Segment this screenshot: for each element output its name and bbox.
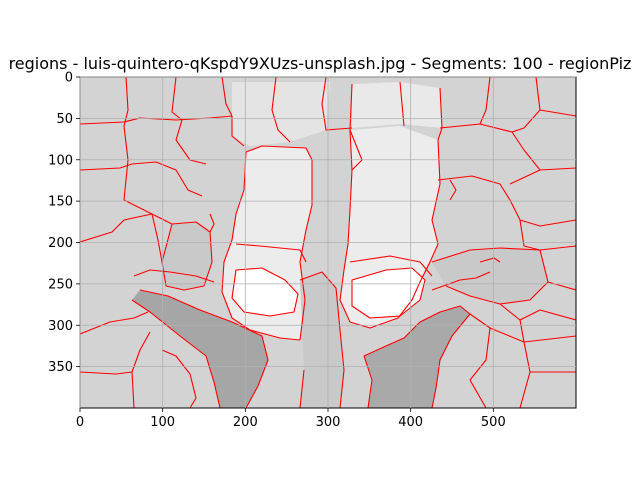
y-tick-label: 150 [48, 195, 73, 210]
x-tick-label: 0 [76, 415, 84, 430]
chart-title: regions - luis-quintero-qKspdY9XUzs-unsp… [9, 54, 632, 73]
x-axis: 0 100 200 300 400 500 [76, 408, 506, 430]
dark-region-left-arm [132, 290, 268, 408]
x-tick-label: 100 [150, 415, 175, 430]
x-tick-label: 300 [316, 415, 341, 430]
dark-region-right-arm [364, 306, 470, 408]
x-tick-label: 400 [398, 415, 423, 430]
mid-region-right-lobe [432, 248, 548, 304]
light-region-upper-right [352, 82, 442, 128]
region-boundaries [80, 77, 576, 408]
light-region-upper-center [232, 82, 330, 146]
y-tick-label: 250 [48, 277, 73, 292]
white-region-left [232, 268, 298, 316]
mid-region-center-stem [300, 272, 344, 408]
y-axis: 0 50 100 150 200 250 300 350 [48, 71, 80, 375]
y-tick-label: 200 [48, 236, 73, 251]
y-tick-label: 50 [56, 112, 73, 127]
x-tick-label: 500 [481, 415, 506, 430]
y-tick-label: 100 [48, 153, 73, 168]
x-tick-label: 200 [233, 415, 258, 430]
y-tick-label: 300 [48, 319, 73, 334]
grid [79, 76, 576, 408]
y-tick-label: 0 [65, 71, 73, 86]
y-tick-label: 350 [48, 360, 73, 375]
white-region-right [352, 268, 425, 318]
